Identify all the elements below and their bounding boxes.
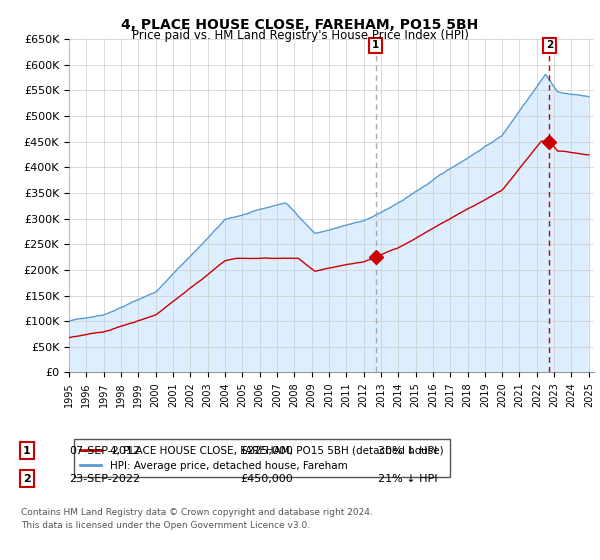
Text: 4, PLACE HOUSE CLOSE, FAREHAM, PO15 5BH: 4, PLACE HOUSE CLOSE, FAREHAM, PO15 5BH [121,18,479,32]
Text: 07-SEP-2012: 07-SEP-2012 [69,446,140,456]
Text: Contains HM Land Registry data © Crown copyright and database right 2024.: Contains HM Land Registry data © Crown c… [21,508,373,517]
Text: 21% ↓ HPI: 21% ↓ HPI [378,474,437,484]
Text: 2: 2 [546,40,553,50]
Text: 1: 1 [372,40,379,50]
Text: This data is licensed under the Open Government Licence v3.0.: This data is licensed under the Open Gov… [21,521,310,530]
Text: 23-SEP-2022: 23-SEP-2022 [69,474,140,484]
Legend: 4, PLACE HOUSE CLOSE, FAREHAM, PO15 5BH (detached house), HPI: Average price, de: 4, PLACE HOUSE CLOSE, FAREHAM, PO15 5BH … [74,439,449,477]
Text: £450,000: £450,000 [240,474,293,484]
Text: 1: 1 [23,446,31,456]
Text: 30% ↓ HPI: 30% ↓ HPI [378,446,437,456]
Text: Price paid vs. HM Land Registry's House Price Index (HPI): Price paid vs. HM Land Registry's House … [131,29,469,42]
Text: 2: 2 [23,474,31,484]
Text: £225,000: £225,000 [240,446,293,456]
